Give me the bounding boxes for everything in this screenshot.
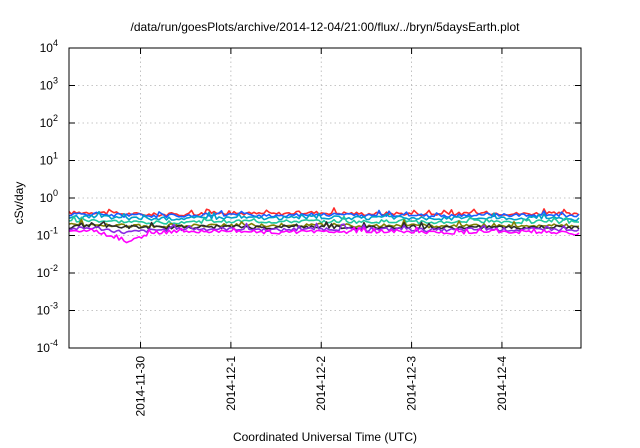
x-tick-label: 2014-12-1 <box>224 356 238 411</box>
x-tick-label: 2014-12-4 <box>495 356 509 411</box>
series-layer <box>68 207 580 244</box>
y-tick-label: 10-4 <box>37 338 58 355</box>
y-tick-exponent: 3 <box>53 76 58 86</box>
y-tick-base: 10 <box>37 304 51 318</box>
y-tick-label: 10-3 <box>37 301 58 318</box>
y-tick-exponent: 1 <box>53 151 58 161</box>
series-line <box>68 221 580 231</box>
series-line <box>68 226 580 244</box>
x-tick-label: 2014-11-30 <box>134 356 148 417</box>
y-tick-base: 10 <box>37 341 51 355</box>
series-line <box>68 215 580 225</box>
x-axis-label: Coordinated Universal Time (UTC) <box>233 430 417 444</box>
y-tick-base: 10 <box>40 116 54 130</box>
y-tick-exponent: -2 <box>50 263 58 273</box>
grid <box>69 48 581 348</box>
y-tick-label: 102 <box>40 113 58 130</box>
x-tick-label: 2014-12-3 <box>405 356 419 411</box>
y-tick-base: 10 <box>40 41 54 55</box>
y-tick-exponent: 0 <box>53 188 58 198</box>
y-tick-exponent: -4 <box>50 338 58 348</box>
y-tick-base: 10 <box>37 266 51 280</box>
y-tick-base: 10 <box>40 154 54 168</box>
y-axis-label: cSv/day <box>12 182 26 225</box>
y-tick-base: 10 <box>37 229 51 243</box>
y-tick-base: 10 <box>40 79 54 93</box>
series-line <box>68 210 580 222</box>
y-tick-label: 103 <box>40 76 58 93</box>
y-tick-exponent: -1 <box>50 226 58 236</box>
y-tick-label: 100 <box>40 188 58 205</box>
y-tick-exponent: 2 <box>53 113 58 123</box>
x-axis: 2014-11-30 2014-12-1 2014-12-2 2014-12-3 201… <box>134 48 509 417</box>
y-tick-label: 10-1 <box>37 226 58 243</box>
y-tick-label: 101 <box>40 151 58 168</box>
y-tick-label: 10-2 <box>37 263 58 280</box>
x-tick-label: 2014-12-2 <box>314 356 328 411</box>
y-tick-exponent: -3 <box>50 301 58 311</box>
y-tick-label: 104 <box>40 38 58 55</box>
y-tick-exponent: 4 <box>53 38 58 48</box>
chart-title: /data/run/goesPlots/archive/2014-12-04/2… <box>131 20 521 34</box>
series-line <box>68 209 580 219</box>
y-tick-base: 10 <box>40 191 54 205</box>
